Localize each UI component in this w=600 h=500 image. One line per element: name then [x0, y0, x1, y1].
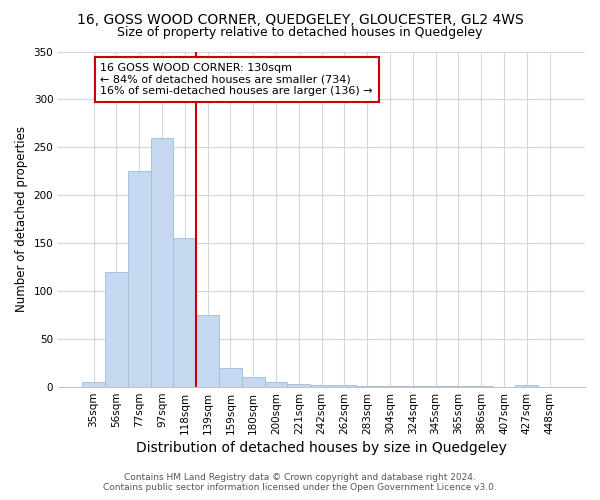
- Bar: [515, 385, 538, 387]
- Bar: [424, 386, 447, 387]
- Text: 16 GOSS WOOD CORNER: 130sqm
← 84% of detached houses are smaller (734)
16% of se: 16 GOSS WOOD CORNER: 130sqm ← 84% of det…: [100, 63, 373, 96]
- Bar: [242, 378, 265, 387]
- Bar: [470, 386, 493, 387]
- Bar: [128, 172, 151, 387]
- Bar: [265, 382, 287, 387]
- Bar: [447, 386, 470, 387]
- Bar: [333, 385, 356, 387]
- Text: Contains HM Land Registry data © Crown copyright and database right 2024.
Contai: Contains HM Land Registry data © Crown c…: [103, 473, 497, 492]
- Bar: [196, 315, 219, 387]
- X-axis label: Distribution of detached houses by size in Quedgeley: Distribution of detached houses by size …: [136, 441, 507, 455]
- Y-axis label: Number of detached properties: Number of detached properties: [15, 126, 28, 312]
- Bar: [82, 382, 105, 387]
- Bar: [401, 386, 424, 387]
- Text: Size of property relative to detached houses in Quedgeley: Size of property relative to detached ho…: [117, 26, 483, 39]
- Bar: [219, 368, 242, 387]
- Bar: [151, 138, 173, 387]
- Text: 16, GOSS WOOD CORNER, QUEDGELEY, GLOUCESTER, GL2 4WS: 16, GOSS WOOD CORNER, QUEDGELEY, GLOUCES…: [77, 12, 523, 26]
- Bar: [310, 385, 333, 387]
- Bar: [356, 386, 379, 387]
- Bar: [287, 384, 310, 387]
- Bar: [105, 272, 128, 387]
- Bar: [173, 238, 196, 387]
- Bar: [379, 386, 401, 387]
